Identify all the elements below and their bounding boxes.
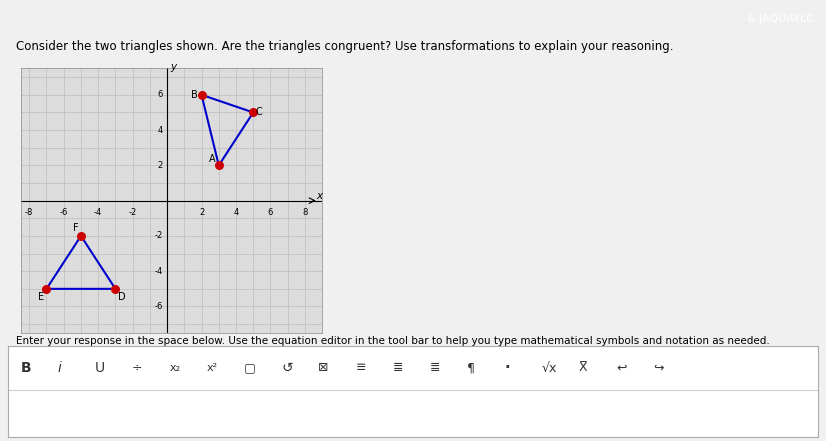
- Text: ≣: ≣: [392, 361, 403, 374]
- Point: [212, 162, 225, 169]
- Text: Enter your response in the space below. Use the equation editor in the tool bar : Enter your response in the space below. …: [17, 336, 770, 346]
- Text: B: B: [192, 90, 198, 100]
- Point: [74, 232, 88, 239]
- Text: 2: 2: [158, 161, 163, 170]
- Text: -6: -6: [59, 208, 68, 217]
- Text: & JAQUAYLC: & JAQUAYLC: [747, 14, 814, 24]
- Text: i: i: [58, 361, 61, 375]
- Text: ·: ·: [505, 360, 510, 375]
- Text: ↪: ↪: [653, 361, 664, 374]
- Text: -4: -4: [154, 267, 163, 276]
- Text: U: U: [95, 361, 105, 375]
- Text: E: E: [38, 292, 44, 302]
- Text: ↺: ↺: [281, 361, 292, 375]
- Text: -8: -8: [25, 208, 33, 217]
- Text: 8: 8: [302, 208, 307, 217]
- Text: ↩: ↩: [616, 361, 627, 374]
- Text: x₂: x₂: [169, 363, 180, 373]
- Point: [109, 285, 122, 292]
- Text: ▢: ▢: [244, 361, 255, 374]
- Text: y: y: [170, 62, 177, 71]
- Text: D: D: [118, 292, 126, 302]
- Text: ¶: ¶: [468, 361, 475, 374]
- Text: 6: 6: [268, 208, 273, 217]
- Point: [247, 109, 260, 116]
- Text: -2: -2: [154, 232, 163, 240]
- Text: x: x: [316, 191, 323, 201]
- Point: [195, 91, 208, 98]
- Text: 4: 4: [234, 208, 239, 217]
- Text: ≣: ≣: [430, 361, 440, 374]
- Text: x²: x²: [206, 363, 218, 373]
- Text: ≡: ≡: [355, 361, 366, 374]
- Text: -2: -2: [129, 208, 137, 217]
- Text: F: F: [73, 223, 78, 233]
- Text: ⊠: ⊠: [318, 361, 329, 374]
- Point: [40, 285, 53, 292]
- Text: A: A: [209, 153, 216, 164]
- Text: -4: -4: [94, 208, 102, 217]
- Text: B: B: [21, 361, 31, 375]
- Text: 4: 4: [158, 126, 163, 135]
- Text: √x: √x: [542, 361, 557, 374]
- Text: X̅: X̅: [579, 361, 587, 374]
- Text: 6: 6: [158, 90, 163, 99]
- Text: -6: -6: [154, 302, 163, 311]
- Text: 2: 2: [199, 208, 204, 217]
- Text: C: C: [256, 108, 263, 117]
- Text: Consider the two triangles shown. Are the triangles congruent? Use transformatio: Consider the two triangles shown. Are th…: [17, 40, 674, 53]
- Text: ÷: ÷: [132, 361, 143, 374]
